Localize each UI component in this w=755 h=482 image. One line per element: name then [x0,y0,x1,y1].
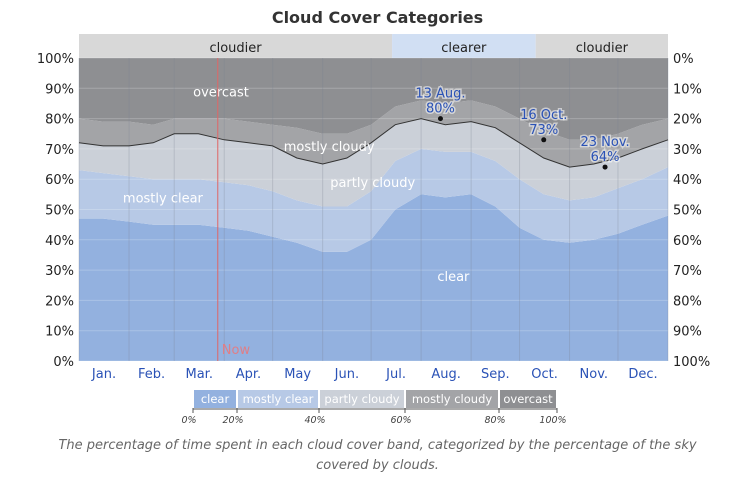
legend-tick-label: 40% [304,415,325,426]
x-tick-month: Feb. [138,367,165,382]
y-tick-right: 100% [673,355,710,370]
chart-caption: The percentage of time spent in each clo… [58,438,697,473]
y-tick-right: 60% [673,234,702,249]
legend-tick-label: 20% [222,415,243,426]
axes: 0% 10% 20% 30% 40% 50% 60% 70% 80% 90% 100% 100% 90%… [37,52,710,382]
legend-tick-label: 100% [539,415,566,426]
y-tick-left: 0% [53,355,74,370]
legend-label-mostly-clear: mostly clear [243,392,314,406]
y-tick-right: 10% [673,82,702,97]
y-tick-right: 50% [673,204,702,219]
cloud-cover-chart: cloudier clearer cloudier overcast mostly c… [37,34,710,426]
annotation-point-2 [541,137,547,143]
x-tick-month: Mar. [185,367,212,382]
legend-swatch-partly-cloudy [320,390,404,408]
season-label-2: clearer [441,41,487,56]
area-overcast [79,58,668,140]
y-tick-right: 90% [673,325,702,340]
y-tick-left: 80% [45,113,74,128]
legend-tick-label: 80% [484,415,505,426]
y-tick-right: 70% [673,264,702,279]
y-tick-left: 70% [45,143,74,158]
band-label-mostly-clear: mostly clear [123,191,204,206]
y-tick-left: 30% [45,264,74,279]
area-mostly-cloudy [79,100,668,168]
cloudiness-line [78,118,669,168]
x-tick-month: Aug. [431,367,461,382]
season-band-3 [535,34,668,58]
y-tick-left: 40% [45,234,74,249]
x-tick-month: Jul. [385,367,406,382]
annotations: Now 13 Aug.80% 16 Oct.73% 23 Nov.64% [217,58,631,361]
y-tick-left: 50% [45,204,74,219]
legend-swatch-mostly-cloudy [406,390,498,408]
y-tick-left: 20% [45,294,74,309]
y-tick-right: 30% [673,143,702,158]
y-tick-right: 20% [673,113,702,128]
x-tick-month: Sep. [481,367,510,382]
band-labels: overcast mostly cloudy partly cloudy mostly… [123,85,470,285]
y-tick-left: 90% [45,82,74,97]
x-tick-month: Jun. [334,367,359,382]
legend-swatch-overcast [500,390,556,408]
annotation-date-3: 23 Nov. [580,135,629,150]
cloudy-boundary-line [78,118,669,168]
now-marker-label: Now [222,343,251,358]
x-tick-month: Nov. [580,367,609,382]
annotation-point-1 [437,116,443,122]
band-label-mostly-cloudy: mostly cloudy [284,140,375,155]
y-tick-left: 10% [45,325,74,340]
chart-title: Cloud Cover Categories [271,8,484,27]
annotation-point-3 [602,164,608,170]
annotation-value-3: 64% [591,150,620,165]
legend-tick-label: 0% [181,415,196,426]
x-tick-month: Dec. [628,367,657,382]
band-label-clear: clear [437,270,470,285]
x-tick-month: Jan. [91,367,116,382]
y-tick-right: 40% [673,173,702,188]
season-bar: cloudier clearer cloudier [79,34,668,58]
legend-label-clear: clear [201,392,230,406]
x-tick-month: Apr. [236,367,261,382]
legend-label-mostly-cloudy: mostly cloudy [412,392,493,406]
y-tick-left: 60% [45,173,74,188]
band-label-overcast: overcast [193,85,249,100]
y-tick-right: 80% [673,294,702,309]
legend: clear mostly clear partly cloudy mostly clo… [181,390,567,426]
season-label-3: cloudier [576,41,629,56]
area-bands [79,58,668,361]
y-tick-right: 0% [673,52,694,67]
grid-lines [78,57,669,362]
season-band-1 [79,34,393,58]
area-clear [79,194,668,361]
annotation-value-1: 80% [426,102,455,117]
area-partly-cloudy [79,118,668,207]
legend-swatch-clear [194,390,236,408]
x-tick-month: May [284,367,311,382]
legend-label-overcast: overcast [503,392,553,406]
legend-swatch-mostly-clear [238,390,318,408]
legend-label-partly-cloudy: partly cloudy [324,392,399,406]
annotation-value-2: 73% [529,123,558,138]
annotation-date-1: 13 Aug. [415,87,465,102]
season-band-2 [392,34,536,58]
x-tick-month: Oct. [531,367,558,382]
season-label-1: cloudier [209,41,262,56]
legend-tick-label: 60% [390,415,411,426]
area-mostly-clear [79,148,668,252]
y-tick-left: 100% [37,52,74,67]
annotation-date-2: 16 Oct. [520,108,567,123]
band-label-partly-cloudy: partly cloudy [330,176,415,191]
